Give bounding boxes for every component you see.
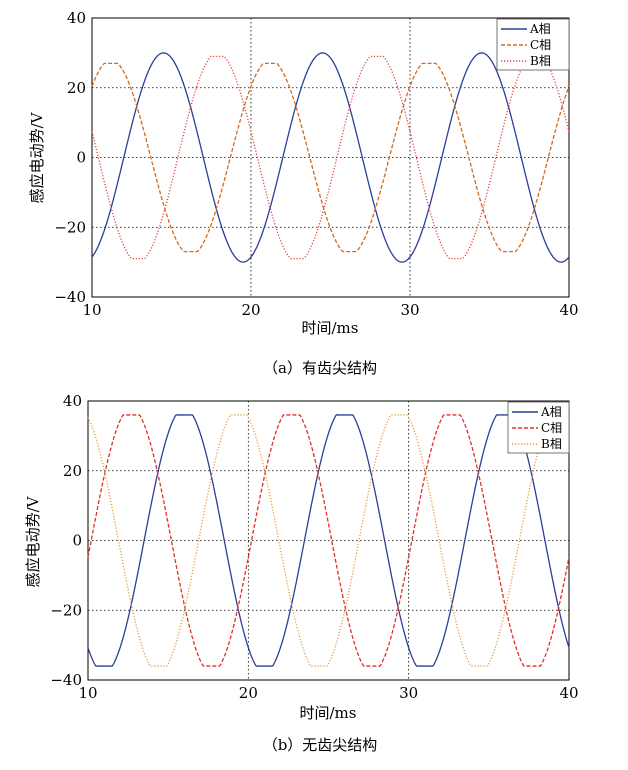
y-axis-label: 感应电动势/V — [24, 495, 42, 587]
x-axis-label: 时间/ms — [302, 319, 359, 337]
gridlines — [88, 401, 569, 680]
x-tick-label: 40 — [559, 684, 578, 702]
x-tick-label: 10 — [78, 684, 97, 702]
y-tick-label: 20 — [63, 462, 82, 480]
x-tick-labels: 10 20 30 40 — [82, 301, 578, 319]
y-axis-label: 感应电动势/V — [28, 111, 46, 203]
legend-label-0: A相 — [529, 22, 551, 36]
x-tick-label: 30 — [399, 684, 418, 702]
legend-label-1: C相 — [530, 38, 551, 52]
x-tick-label: 30 — [400, 301, 419, 319]
legend: A相 C相 B相 — [496, 18, 570, 71]
chart-caption: （a）有齿尖结构 — [263, 359, 377, 377]
y-tick-label: 20 — [67, 79, 86, 97]
y-tick-label: −20 — [50, 601, 82, 619]
chart-caption: （b）无齿尖结构 — [263, 736, 378, 754]
y-tick-label: −40 — [50, 671, 82, 689]
y-tick-label: 0 — [76, 149, 86, 167]
legend: A相 C相 B相 — [507, 401, 570, 454]
y-tick-labels: 40 20 0 −20 −40 — [54, 9, 86, 306]
y-tick-label: −20 — [54, 218, 86, 236]
y-tick-label: 40 — [63, 392, 82, 410]
series-lines — [91, 52, 570, 263]
series-line-0 — [87, 414, 570, 667]
chart-a: 10 20 30 40 40 20 0 −20 −40 时间/ms 感应电动势/V A相 C相 B… — [28, 9, 579, 377]
series-line-2 — [87, 414, 570, 667]
legend-label-2: B相 — [530, 54, 551, 68]
x-tick-label: 40 — [559, 301, 578, 319]
series-line-1 — [87, 414, 570, 667]
y-tick-label: 0 — [72, 532, 82, 550]
x-tick-labels: 10 20 30 40 — [78, 684, 578, 702]
chart-b: 10 20 30 40 40 20 0 −20 −40 时间/ms 感应电动势/V A相 C相 B… — [24, 392, 579, 754]
x-axis-label: 时间/ms — [300, 704, 357, 722]
x-tick-label: 20 — [241, 301, 260, 319]
x-tick-label: 10 — [82, 301, 101, 319]
legend-label-2: B相 — [541, 437, 562, 451]
y-tick-label: 40 — [67, 9, 86, 27]
series-line-0 — [91, 52, 570, 263]
series-lines — [87, 414, 570, 667]
y-tick-labels: 40 20 0 −20 −40 — [50, 392, 82, 689]
legend-label-0: A相 — [540, 405, 562, 419]
gridlines — [92, 18, 569, 297]
y-tick-label: −40 — [54, 288, 86, 306]
legend-label-1: C相 — [541, 421, 562, 435]
x-tick-label: 20 — [239, 684, 258, 702]
series-line-2 — [91, 55, 570, 260]
series-line-1 — [91, 62, 570, 253]
